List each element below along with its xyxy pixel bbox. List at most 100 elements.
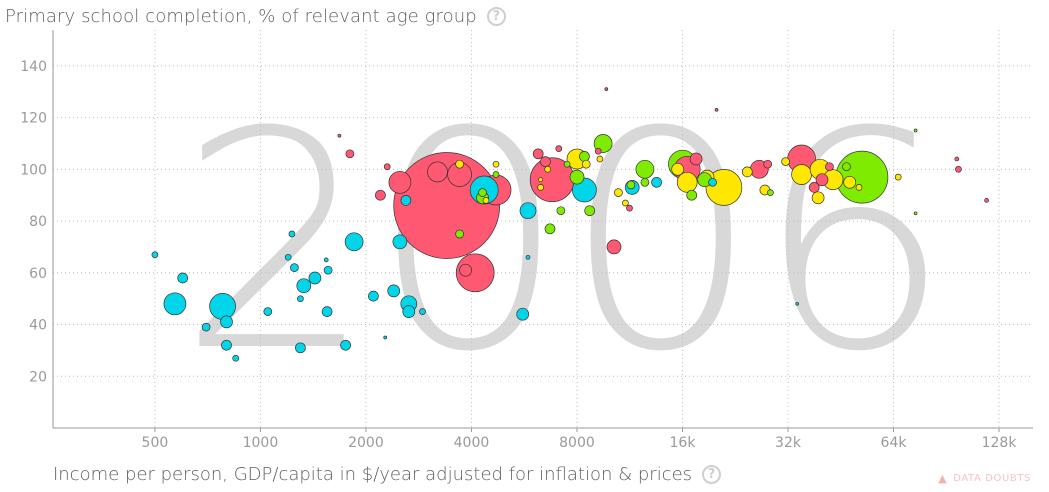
bubble-europe	[705, 169, 743, 206]
bubble-europe	[596, 155, 604, 163]
bubble-africa	[297, 295, 304, 303]
bubble-americas	[913, 128, 918, 133]
bubble-africa	[232, 354, 240, 362]
warning-triangle-icon: ▲	[938, 472, 948, 485]
bubble-africa	[151, 251, 159, 259]
x-tick-label: 8000	[559, 435, 595, 451]
bubble-africa	[323, 265, 333, 275]
data-doubts-link[interactable]: ▲ DATA DOUBTS	[938, 472, 1031, 485]
bubble-asia	[808, 182, 820, 193]
x-tick-label: 128k	[982, 435, 1018, 451]
bubble-americas	[626, 180, 636, 190]
bubble-africa	[321, 306, 333, 317]
y-tick-label: 120	[20, 111, 47, 127]
bubble-asia	[337, 133, 342, 138]
y-axis-label[interactable]: Primary school completion, % of relevant…	[5, 6, 477, 27]
bubble-asia	[383, 163, 391, 171]
bubble-africa	[288, 230, 296, 238]
bubble-americas	[455, 229, 464, 239]
bubble-africa	[402, 305, 416, 318]
bubble-africa	[284, 253, 292, 261]
bubble-africa	[177, 272, 189, 284]
bubble-europe	[622, 199, 629, 207]
bubble-asia	[393, 152, 501, 259]
y-tick-label: 20	[29, 369, 47, 385]
y-tick-label: 80	[29, 214, 47, 230]
bubble-asia	[689, 152, 703, 166]
bubble-americas	[640, 177, 650, 187]
bubble-asia	[626, 204, 633, 212]
bubble-americas	[563, 160, 571, 168]
bubble-africa	[525, 254, 531, 260]
bubble-africa	[209, 293, 236, 320]
year-watermark: 2006	[178, 68, 948, 417]
x-axis-title[interactable]: Income per person, GDP/capita in $/year …	[53, 464, 722, 485]
x-tick-label: 2000	[348, 435, 384, 451]
bubble-africa	[290, 263, 299, 272]
bubble-americas	[544, 223, 556, 235]
y-axis-title[interactable]: Primary school completion, % of relevant…	[5, 6, 506, 27]
y-tick-label: 140	[20, 59, 47, 75]
bubble-americas	[492, 171, 500, 178]
bubble-asia	[954, 156, 960, 162]
question-circle-icon[interactable]: ?	[702, 465, 722, 484]
bubble-europe	[581, 159, 591, 169]
bubble-europe	[894, 173, 902, 181]
bubble-europe	[671, 162, 685, 176]
bubble-asia	[555, 145, 563, 152]
bubble-africa	[387, 284, 401, 298]
bubble-africa	[795, 301, 800, 306]
x-axis-label[interactable]: Income per person, GDP/capita in $/year …	[53, 464, 693, 485]
bubble-europe	[614, 188, 623, 197]
bubble-africa	[201, 322, 211, 332]
bubble-americas	[579, 151, 590, 162]
bubble-africa	[368, 290, 379, 302]
bubble-americas	[478, 188, 487, 197]
bubble-europe	[676, 171, 698, 193]
bubble-europe	[855, 184, 863, 191]
bubble-asia	[604, 87, 609, 91]
bubble-africa	[163, 292, 187, 316]
bubble-africa	[340, 339, 351, 351]
bubble-africa	[296, 278, 312, 294]
bubble-europe	[492, 160, 500, 168]
bubble-africa	[308, 271, 322, 285]
bubble-americas	[584, 205, 596, 217]
bubble-europe	[791, 164, 812, 185]
bubble-europe	[741, 166, 753, 178]
bubble-asia	[532, 148, 544, 160]
bubble-europe	[781, 157, 790, 166]
bubble-asia	[984, 198, 989, 203]
bubble-asia	[540, 156, 551, 167]
bubble-africa	[344, 232, 364, 252]
bubble-africa	[419, 308, 426, 315]
x-tick-label: 32k	[775, 435, 802, 451]
bubble-europe	[544, 165, 552, 173]
bubble-africa	[263, 307, 273, 316]
question-circle-icon[interactable]: ?	[486, 7, 506, 26]
y-tick-label: 40	[29, 318, 47, 334]
bubble-americas	[767, 189, 774, 196]
bubble-europe	[811, 191, 825, 205]
bubble-asia	[606, 239, 622, 255]
bubble-africa	[221, 339, 232, 351]
bubble-asia	[427, 161, 448, 183]
bubble-africa	[295, 342, 306, 354]
x-tick-label: 4000	[454, 435, 490, 451]
bubble-africa	[400, 195, 412, 206]
bubble-asia	[955, 165, 962, 173]
bubble-americas	[556, 206, 566, 216]
bubble-americas	[835, 150, 889, 204]
bubble-africa	[220, 315, 233, 329]
bubble-africa	[708, 177, 717, 187]
bubble-asia	[714, 107, 719, 112]
bubble-africa	[392, 234, 408, 250]
data-doubts-label[interactable]: DATA DOUBTS	[953, 473, 1031, 484]
bubble-asia	[455, 253, 495, 293]
x-tick-label: 64k	[881, 435, 908, 451]
bubble-africa	[516, 307, 530, 321]
bubble-europe	[537, 184, 544, 191]
bubble-asia	[815, 173, 829, 187]
